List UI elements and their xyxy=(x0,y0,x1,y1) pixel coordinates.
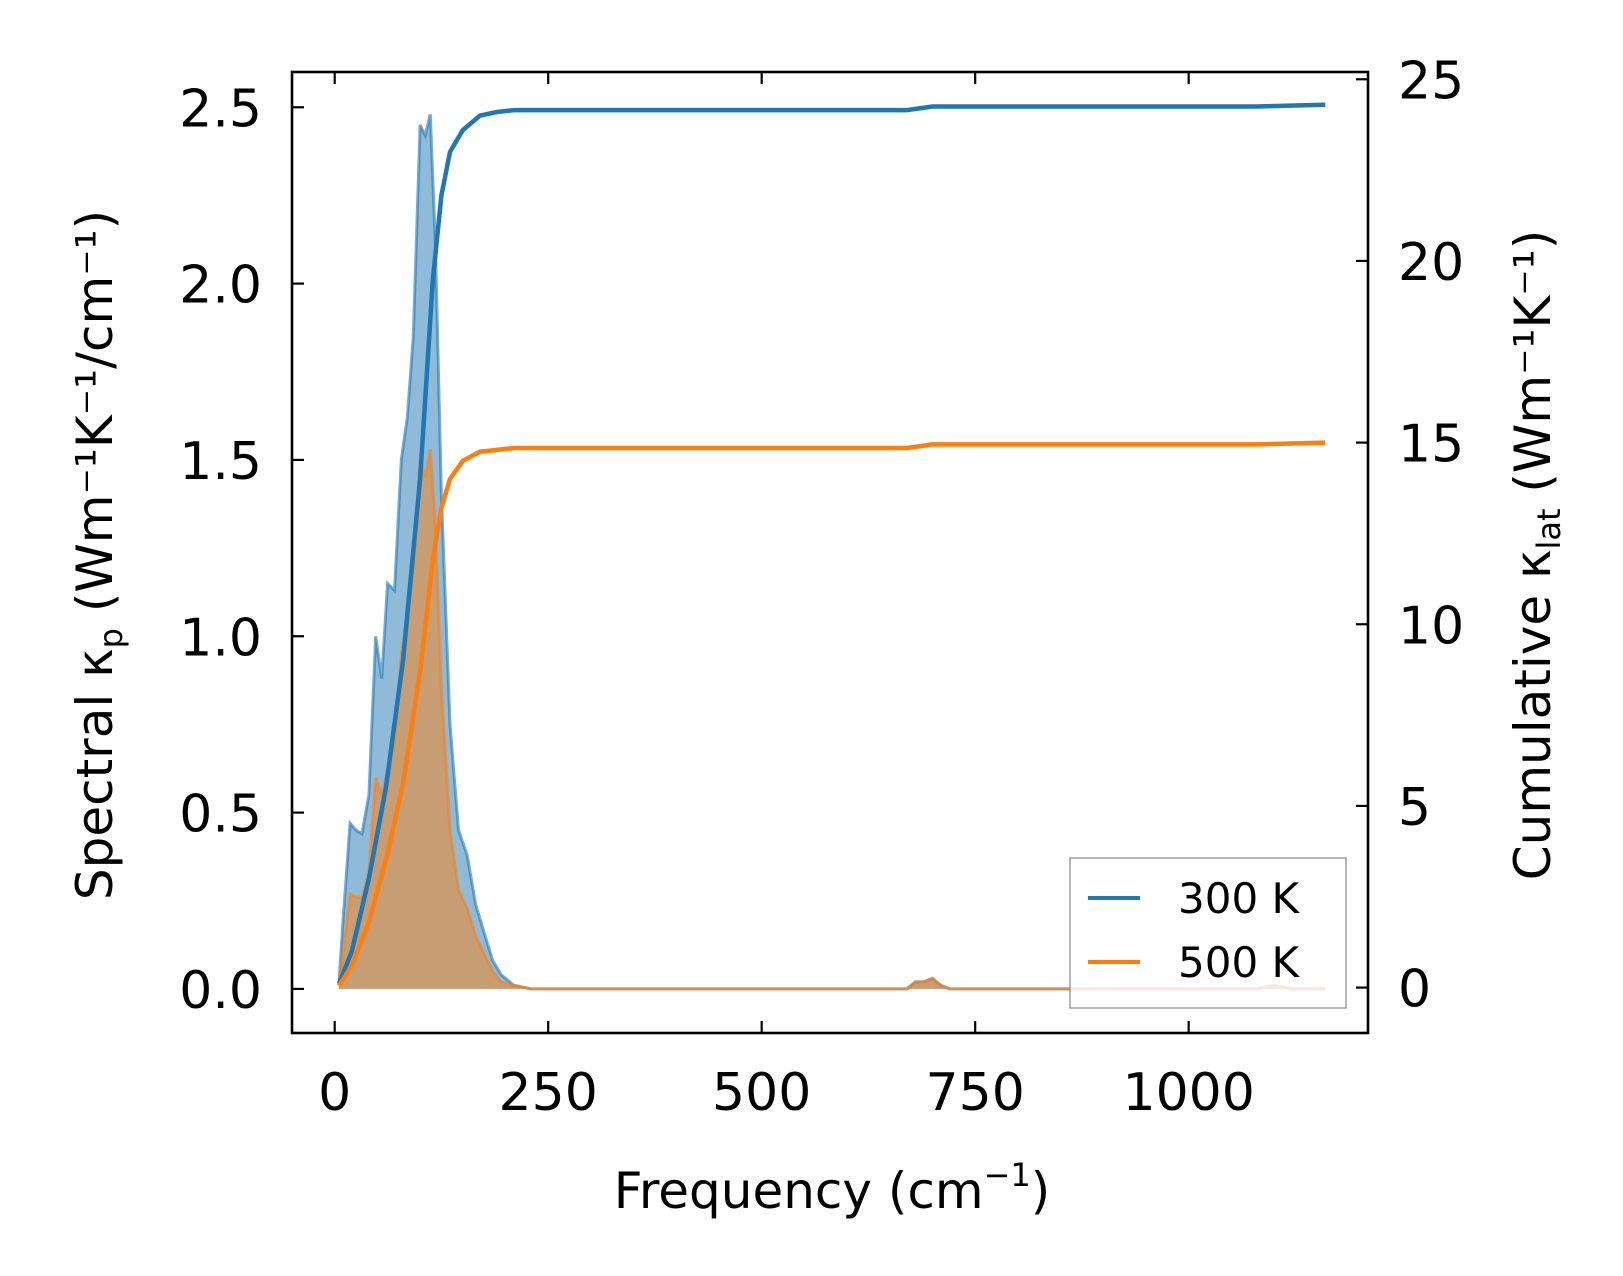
x-tick-label: 750 xyxy=(926,1063,1025,1123)
cumulative-line-300k xyxy=(336,102,1326,985)
y-tick-label-left: 0.0 xyxy=(179,961,262,1021)
y-axis-label-right: Cumulative κlat (Wm⁻¹K⁻¹) xyxy=(1504,230,1568,881)
spectral-line-500k xyxy=(337,449,1326,991)
y-tick-label-left: 0.5 xyxy=(179,785,262,845)
x-tick-label: 500 xyxy=(712,1063,811,1123)
y-tick-label-left: 2.0 xyxy=(179,256,262,316)
y-tick-label-right: 10 xyxy=(1398,596,1464,656)
legend-box xyxy=(1069,857,1347,1009)
y-tick-label-left: 1.0 xyxy=(179,608,262,668)
legend: 300 K 500 K xyxy=(1069,857,1347,1009)
y-tick-label-right: 20 xyxy=(1398,233,1464,293)
y-tick-label-right: 0 xyxy=(1398,960,1431,1020)
cumulative-line-500k xyxy=(337,440,1326,988)
y-tick-label-left: 1.5 xyxy=(179,432,262,492)
x-tick-label: 0 xyxy=(318,1063,351,1123)
y-tick-label-right: 25 xyxy=(1398,51,1464,111)
y-tick-label-left: 2.5 xyxy=(179,79,262,139)
x-tick-label: 1000 xyxy=(1122,1063,1254,1123)
spectral-fill-layer xyxy=(337,113,1326,991)
x-axis-label: Frequency (cm−1) xyxy=(614,1156,1051,1220)
y-tick-label-right: 5 xyxy=(1398,778,1431,838)
legend-label-500k: 500 K xyxy=(1178,938,1301,987)
cumulative-line-layer xyxy=(336,102,1326,988)
x-tick-label: 250 xyxy=(499,1063,598,1123)
plot-frame xyxy=(290,70,1370,1035)
tick-layer: 0 250 500 750 1000 0.0 0.5 1.0 1.5 2.0 2.5 0 5 10 15 20… xyxy=(179,51,1464,1123)
spectral-fill-500k xyxy=(339,449,1326,989)
y-axis-label-left: Spectral κp (Wm⁻¹K⁻¹/cm⁻¹) xyxy=(66,210,130,900)
legend-label-300k: 300 K xyxy=(1178,874,1301,923)
y-tick-label-right: 15 xyxy=(1398,415,1464,475)
